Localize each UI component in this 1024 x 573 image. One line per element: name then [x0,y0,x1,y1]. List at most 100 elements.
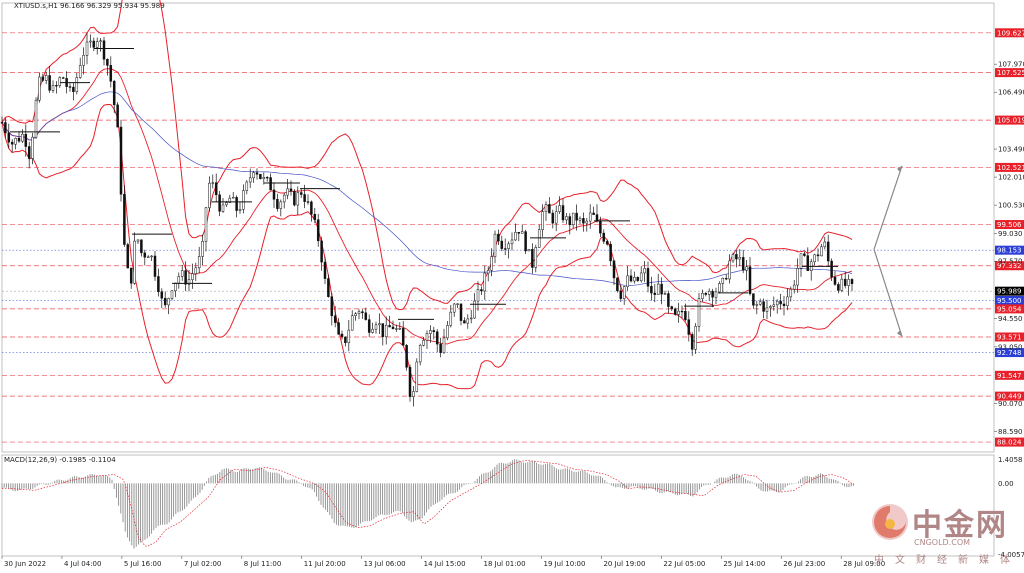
price-tag-label: 98.153 [997,247,1022,255]
candle-body [21,133,24,142]
candle-body [27,146,31,159]
candle-body [252,172,255,179]
candle-body [44,75,48,81]
candle-body [405,345,408,368]
candle-body [561,205,565,221]
candle-body [486,270,490,274]
x-tick-label: 26 Jul 23:00 [783,560,825,568]
candle-body [357,311,361,314]
candle-body [820,246,823,257]
level-lines: 109.627 107.525 105.019 102.521 99.506 98.153… [2,28,1024,447]
candle-body [191,273,194,280]
candle-body [531,249,534,268]
candle-body [429,330,432,334]
price-tag-label: 102.521 [997,164,1024,172]
candle-body [384,325,388,337]
candle-body [51,85,55,91]
candle-body [748,266,752,294]
candle-body [99,40,102,42]
candle-body [327,278,330,297]
candle-body [4,122,7,134]
candle-body [690,334,694,350]
candle-body [177,276,181,284]
candle-body [323,261,327,279]
candle-body [537,229,541,248]
candle-body [667,293,670,307]
candle-body [541,211,544,230]
y-tick-label: 97.570 [998,258,1023,266]
price-tag-label: 88.024 [997,439,1022,447]
price-tag [995,348,1024,358]
candle-body [758,301,762,305]
candle-body [456,303,459,305]
bollinger-upper [1,0,853,311]
y-tick-label: 90.070 [998,400,1023,408]
candle-body [643,268,646,274]
candle-body [738,257,742,260]
candle-body [337,322,340,335]
y-tick-label: 107.970 [998,61,1024,69]
price-axis: 107.970 106.490 103.490 102.010 100.530 99.03… [994,61,1024,559]
candle-body [650,286,653,294]
candle-body [534,247,538,268]
candle-body [520,231,524,234]
candle-body [575,212,578,221]
candle-body [391,326,395,330]
candle-body [442,337,446,353]
candle-body [622,286,626,299]
candle-body [78,65,82,78]
candle-body [711,290,714,298]
price-tag [995,220,1024,230]
price-tag-label: 92.748 [997,349,1022,357]
candle-body [571,212,575,226]
candle-body [333,315,337,323]
price-tag-label: 107.525 [997,69,1024,77]
candle-body [354,313,357,316]
price-tag [995,370,1024,380]
macd-signal-line [2,460,854,547]
price-tag-label: 105.019 [997,117,1024,125]
x-tick-label: 28 Jul 09:00 [843,560,885,568]
candle-body [837,284,840,291]
x-tick-label: 30 Jun 2022 [4,560,46,568]
candle-body [503,248,507,250]
candle-body [282,194,286,203]
candle-body [469,317,473,320]
candle-body [129,267,133,284]
candle-body [765,307,769,312]
candle-body [680,310,684,313]
candle-body [146,256,150,258]
candle-body [718,283,721,293]
candle-body [483,272,487,292]
candle-body [374,324,378,330]
candle-body [582,218,585,224]
candle-body [55,85,58,87]
bollinger-bands [1,0,853,390]
candle-body [41,76,45,81]
candle-body [609,243,612,262]
candle-body [510,239,514,245]
y-tick-label: 103.490 [998,146,1024,154]
candle-body [157,276,160,293]
candle-body [106,59,109,66]
candle-body [330,296,334,317]
candle-body [265,177,269,179]
candle-body [68,86,72,88]
candle-body [612,260,616,279]
x-tick-label: 8 Jul 11:00 [244,560,282,568]
candle-body [694,326,697,350]
candle-body [775,300,779,306]
candle-body [395,328,398,330]
candle-body [554,211,558,224]
price-tag-label: 91.547 [997,372,1022,380]
candle-body [95,41,99,48]
candle-body [194,267,198,274]
candle-body [381,323,385,337]
x-tick-label: 22 Jul 05:00 [663,560,705,568]
candle-body [136,239,140,242]
candle-body [463,320,466,324]
moving-average [1,91,853,286]
price-tag-label: 99.506 [997,221,1022,229]
candle-body [320,240,323,263]
